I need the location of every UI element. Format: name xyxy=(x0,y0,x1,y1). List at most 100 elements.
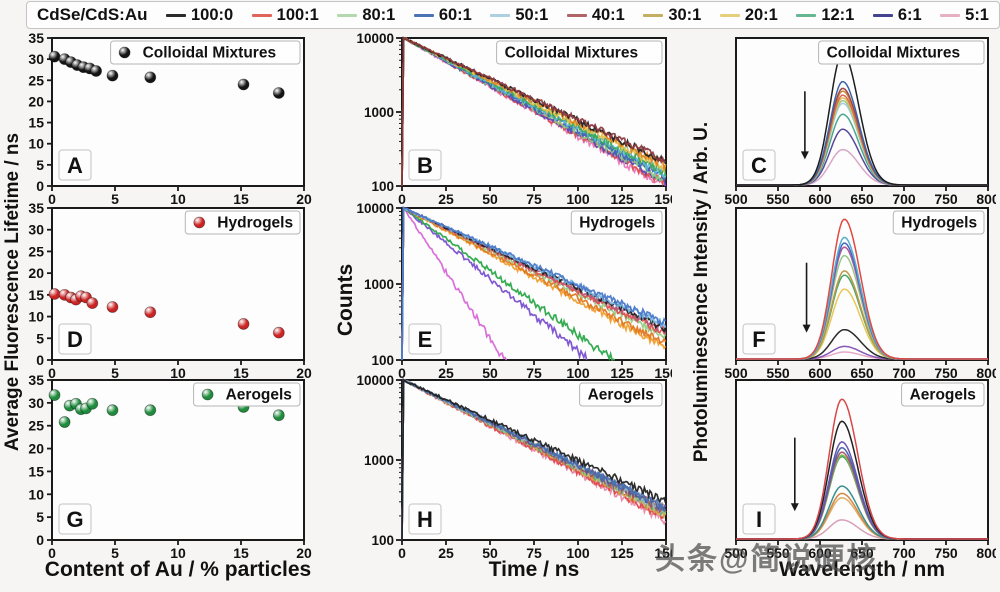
svg-text:25: 25 xyxy=(438,191,454,204)
panel-e-decay-hydrogels: 0 25 50 75 100 125 150 100 1000 10000 Hydrogels E xyxy=(356,202,672,378)
svg-text:G: G xyxy=(66,507,83,532)
legend-item-label: 30:1 xyxy=(668,5,702,24)
svg-text:800: 800 xyxy=(976,191,996,204)
svg-text:Aerogels: Aerogels xyxy=(588,387,654,404)
legend-item: 50:1 xyxy=(490,6,548,25)
svg-text:700: 700 xyxy=(892,191,916,204)
svg-text:150: 150 xyxy=(654,545,672,561)
svg-text:5: 5 xyxy=(36,157,44,173)
svg-text:800: 800 xyxy=(976,545,996,561)
svg-text:750: 750 xyxy=(934,191,958,204)
svg-text:25: 25 xyxy=(438,545,454,561)
svg-text:600: 600 xyxy=(808,545,832,561)
panel-a-lifetime-colloidal: 0 5 10 15 20 0 5 10 15 20 25 30 35 Colloidal Mixtures… xyxy=(28,32,312,204)
svg-text:B: B xyxy=(417,153,433,178)
svg-text:75: 75 xyxy=(526,545,542,561)
y-axis-label-counts: Counts xyxy=(334,263,357,337)
svg-text:35: 35 xyxy=(28,32,44,46)
svg-text:650: 650 xyxy=(850,545,874,561)
svg-text:700: 700 xyxy=(892,365,916,378)
svg-text:10000: 10000 xyxy=(356,202,394,216)
x-axis-label-wavelength: Wavelength / nm xyxy=(778,558,946,581)
panel-i-spectra-aerogels: 500 550 600 650 700 750 800 Aerogels I xyxy=(724,379,996,561)
panel-f-spectra-hydrogels: 500 550 600 650 700 750 800 Hydrogels F xyxy=(724,207,996,378)
legend-title: CdSe/CdS:Au xyxy=(37,5,148,24)
svg-text:125: 125 xyxy=(610,191,634,204)
svg-text:25: 25 xyxy=(28,418,44,434)
svg-text:150: 150 xyxy=(654,365,672,378)
legend-color-swatch xyxy=(490,13,511,17)
svg-text:20: 20 xyxy=(28,93,44,109)
legend-item-label: 50:1 xyxy=(515,5,549,24)
legend-item-label: 80:1 xyxy=(362,5,396,24)
svg-text:0: 0 xyxy=(48,545,56,561)
svg-text:15: 15 xyxy=(233,365,249,378)
svg-text:550: 550 xyxy=(766,545,790,561)
legend-item-label: 12:1 xyxy=(821,5,855,24)
legend-color-swatch xyxy=(337,13,358,17)
svg-text:15: 15 xyxy=(233,545,249,561)
svg-text:H: H xyxy=(417,507,433,532)
svg-text:750: 750 xyxy=(934,545,958,561)
legend-item: 5:1 xyxy=(940,6,989,25)
svg-text:10: 10 xyxy=(170,545,186,561)
svg-text:Hydrogels: Hydrogels xyxy=(217,215,293,232)
legend-item: 12:1 xyxy=(796,6,854,25)
panel-c-spectra-colloidal: 500 550 600 650 700 750 800 Colloidal Mixtures C xyxy=(724,37,996,204)
svg-text:0: 0 xyxy=(36,178,44,194)
svg-text:Aerogels: Aerogels xyxy=(226,387,292,404)
svg-text:C: C xyxy=(751,153,767,178)
svg-text:10000: 10000 xyxy=(356,374,394,388)
legend-color-swatch xyxy=(643,13,664,17)
panel-h-decay-aerogels: 0 25 50 75 100 125 150 100 1000 10000 Aerogels H xyxy=(356,374,672,561)
svg-text:600: 600 xyxy=(808,365,832,378)
svg-text:30: 30 xyxy=(28,51,44,67)
panel-g-lifetime-aerogels: 0 5 10 15 20 0 5 10 15 20 25 30 35 Aerogels G xyxy=(28,374,312,561)
svg-text:15: 15 xyxy=(233,191,249,204)
legend-item: 6:1 xyxy=(872,6,922,25)
svg-text:0: 0 xyxy=(398,191,406,204)
svg-text:125: 125 xyxy=(610,545,634,561)
down-arrow-icon xyxy=(802,262,811,333)
legend-color-swatch xyxy=(719,13,740,17)
panel-b-decay-colloidal: 0 25 50 75 100 125 150 100 1000 10000 Colloidal Mi… xyxy=(356,32,672,204)
svg-text:25: 25 xyxy=(438,365,454,378)
legend-color-swatch xyxy=(796,13,817,17)
svg-text:15: 15 xyxy=(28,463,44,479)
y-axis-label-pl-intensity: Photoluminescence Intensity / Arb. U. xyxy=(691,121,712,463)
svg-text:125: 125 xyxy=(610,365,634,378)
svg-text:800: 800 xyxy=(976,365,996,378)
svg-text:10: 10 xyxy=(170,365,186,378)
legend-item: 20:1 xyxy=(719,6,778,25)
svg-text:Colloidal Mixtures: Colloidal Mixtures xyxy=(505,45,638,62)
svg-text:0: 0 xyxy=(398,545,406,561)
svg-text:750: 750 xyxy=(934,365,958,378)
svg-text:25: 25 xyxy=(28,243,44,259)
svg-text:650: 650 xyxy=(850,191,874,204)
svg-text:1000: 1000 xyxy=(364,105,394,120)
svg-text:500: 500 xyxy=(724,365,748,378)
svg-text:I: I xyxy=(756,507,762,532)
svg-text:20: 20 xyxy=(296,191,312,204)
svg-text:550: 550 xyxy=(766,191,790,204)
y-axis-label-lifetime: Average Fluorescence Lifetime / ns xyxy=(2,132,23,452)
legend-item: 80:1 xyxy=(337,6,395,25)
legend-color-swatch xyxy=(940,13,961,17)
svg-text:0: 0 xyxy=(36,352,44,368)
svg-text:Colloidal Mixtures: Colloidal Mixtures xyxy=(827,45,961,62)
panel-d-lifetime-hydrogels: 0 5 10 15 20 0 5 10 15 20 25 30 35 Hydrogels D xyxy=(28,202,312,378)
down-arrow-icon xyxy=(800,91,809,160)
legend-item-label: 60:1 xyxy=(438,5,472,24)
legend-item: 100:1 xyxy=(251,6,319,25)
svg-text:0: 0 xyxy=(48,191,56,204)
svg-text:100: 100 xyxy=(371,533,394,548)
svg-text:150: 150 xyxy=(654,191,672,204)
svg-text:600: 600 xyxy=(808,191,832,204)
down-arrow-icon xyxy=(790,437,799,512)
svg-text:5: 5 xyxy=(111,365,119,378)
svg-text:1000: 1000 xyxy=(364,277,394,292)
legend-item-label: 5:1 xyxy=(965,5,989,24)
legend-color-swatch xyxy=(165,13,186,17)
svg-text:0: 0 xyxy=(48,365,56,378)
